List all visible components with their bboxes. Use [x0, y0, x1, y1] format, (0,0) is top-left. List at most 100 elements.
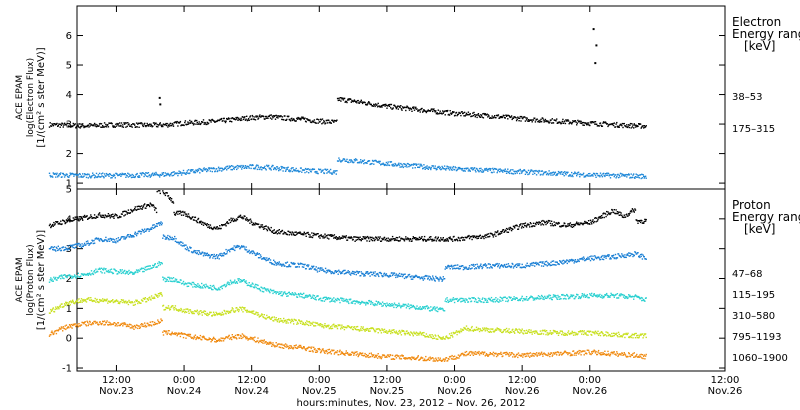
- proton-data-point: [303, 234, 305, 236]
- electron-data-point: [512, 173, 515, 175]
- electron-ytick-label: 3: [66, 120, 72, 131]
- proton-data-point: [540, 224, 542, 226]
- proton-data-point: [160, 262, 163, 264]
- proton-data-point: [214, 226, 216, 228]
- electron-data-point: [177, 174, 179, 177]
- proton-data-point: [554, 224, 557, 227]
- proton-data-point: [401, 305, 404, 307]
- proton-data-point: [180, 214, 183, 216]
- electron-data-point: [547, 172, 549, 175]
- electron-data-point: [418, 163, 420, 165]
- electron-ytick-label: 6: [66, 31, 72, 42]
- proton-data-point: [98, 298, 101, 301]
- electron-data-point: [144, 125, 146, 127]
- electron-data-point: [368, 160, 371, 162]
- proton-data-point: [267, 226, 269, 228]
- proton-data-point: [115, 238, 118, 240]
- electron-data-point: [345, 100, 348, 103]
- proton-data-point: [81, 217, 83, 220]
- proton-data-point: [264, 287, 266, 290]
- electron-data-point: [527, 119, 530, 121]
- electron-data-point: [269, 114, 271, 117]
- proton-data-point: [145, 230, 147, 232]
- proton-data-point: [283, 233, 285, 235]
- proton-data-point: [145, 207, 147, 209]
- electron-data-point: [502, 116, 504, 118]
- electron-data-point: [177, 121, 180, 124]
- proton-data-point: [67, 303, 69, 306]
- electron-data-point: [591, 174, 593, 176]
- proton-data-point: [283, 264, 285, 266]
- electron-data-point: [137, 122, 140, 124]
- proton-data-point: [80, 300, 82, 302]
- proton-data-point: [397, 304, 399, 307]
- proton-data-point: [345, 298, 347, 300]
- electron-data-point: [196, 121, 198, 124]
- proton-data-point: [291, 234, 293, 236]
- electron-data-point: [504, 117, 506, 119]
- proton-data-point: [52, 225, 54, 227]
- proton-data-point: [112, 213, 114, 215]
- electron-data-point: [415, 164, 418, 166]
- proton-data-point: [65, 303, 68, 305]
- electron-data-point: [103, 122, 106, 124]
- proton-data-point: [125, 270, 128, 273]
- proton-data-point: [424, 239, 426, 241]
- proton-data-point: [603, 256, 605, 258]
- electron-data-point: [236, 164, 239, 167]
- electron-data-point: [200, 122, 202, 125]
- proton-data-point: [321, 235, 324, 238]
- proton-data-point: [234, 282, 237, 284]
- electron-data-point: [255, 115, 257, 117]
- electron-data-point: [242, 116, 244, 118]
- electron-data-point: [177, 125, 179, 127]
- proton-data-point: [640, 255, 642, 258]
- proton-data-point: [170, 198, 173, 200]
- proton-data-point: [385, 237, 388, 240]
- proton-data-point: [586, 294, 588, 296]
- electron-data-point: [244, 167, 246, 169]
- proton-data-point: [67, 219, 69, 221]
- proton-data-point: [368, 299, 371, 302]
- electron-data-point: [400, 108, 403, 110]
- proton-data-point: [518, 264, 520, 267]
- proton-data-point: [388, 303, 391, 305]
- proton-data-point: [201, 252, 203, 254]
- electron-data-point: [112, 126, 115, 128]
- proton-data-point: [155, 211, 158, 214]
- proton-data-point: [562, 298, 565, 300]
- proton-data-point: [525, 264, 527, 266]
- proton-data-point: [643, 298, 645, 301]
- proton-data-point: [102, 214, 105, 217]
- electron-data-point: [242, 164, 244, 167]
- proton-data-point: [365, 304, 367, 306]
- proton-data-point: [524, 299, 527, 301]
- proton-data-point: [71, 275, 73, 277]
- proton-data-point: [200, 287, 202, 289]
- electron-data-point: [332, 120, 334, 122]
- proton-data-point: [204, 285, 206, 288]
- proton-data-point: [374, 271, 376, 273]
- proton-data-point: [335, 271, 337, 273]
- proton-data-point: [104, 239, 106, 241]
- proton-data-point: [408, 240, 411, 242]
- proton-data-point: [182, 210, 184, 213]
- proton-data-point: [63, 305, 65, 308]
- proton-data-point: [407, 303, 409, 305]
- proton-data-point: [277, 291, 279, 293]
- electron-data-point: [599, 172, 602, 174]
- proton-data-point: [92, 272, 94, 274]
- proton-data-point: [148, 230, 150, 232]
- proton-data-point: [564, 297, 566, 300]
- proton-data-point: [550, 220, 553, 222]
- proton-data-point: [367, 302, 369, 305]
- electron-data-point: [119, 173, 121, 175]
- electron-data-point: [274, 118, 277, 120]
- proton-data-point: [437, 236, 439, 238]
- proton-data-point: [587, 223, 589, 225]
- proton-data-point: [180, 211, 182, 214]
- proton-data-point: [393, 272, 396, 274]
- electron-legend-entry: 38–53: [732, 92, 762, 103]
- proton-data-point: [63, 249, 66, 251]
- proton-data-point: [463, 298, 465, 300]
